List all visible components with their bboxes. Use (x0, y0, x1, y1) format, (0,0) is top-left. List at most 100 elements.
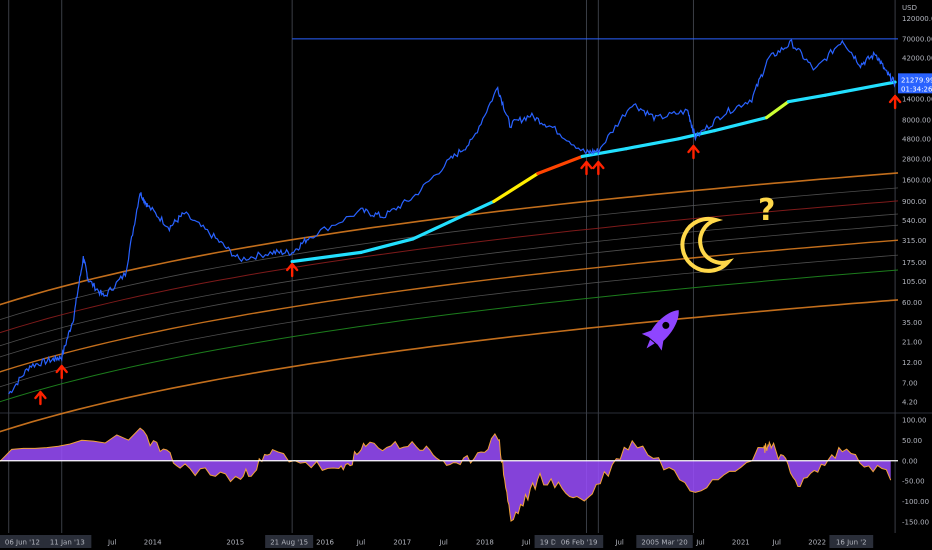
time-label-bg (265, 535, 314, 548)
time-axis: 06 Jun '12 11 Jan '13 Jul 2014 2015 21 Aug '1… (0, 533, 932, 550)
buy-arrow (285, 262, 299, 278)
band-grey (0, 187, 899, 321)
band-green (0, 269, 899, 403)
time-label: 21 Aug '15 (270, 539, 308, 547)
level-tag: 70000.00 (902, 35, 932, 43)
time-label: 2021 (732, 539, 750, 547)
ma-segment (823, 80, 897, 97)
price-tick: 4800.00 (902, 135, 931, 143)
price-tick: 120000.00 (902, 15, 932, 23)
ma-segment (290, 250, 363, 264)
time-label-bg (0, 535, 47, 548)
ma-segment (580, 147, 628, 159)
price-tick: 42000.00 (902, 54, 932, 62)
price-tick: 21.00 (902, 338, 922, 346)
price-tick: 175.00 (902, 259, 927, 267)
ma-segment (624, 137, 680, 151)
ma-segment (786, 93, 827, 104)
time-label-bg (555, 535, 604, 548)
band-mid (0, 239, 899, 373)
time-axis-bg (0, 533, 932, 550)
time-label-bg (43, 535, 92, 548)
band-red (0, 200, 899, 334)
buy-signal-arrows (34, 94, 902, 406)
buy-arrow (55, 364, 68, 380)
band-top (0, 172, 899, 306)
oscillator-tick: 50.00 (902, 437, 922, 445)
time-label: 06 Jun '12 (5, 539, 40, 547)
price-tick: 315.00 (902, 237, 927, 245)
level-tag-bg (898, 32, 932, 45)
oscillator-tick: -100.00 (902, 498, 929, 506)
last-price-timer: 01:34:26 (901, 85, 932, 93)
price-tick: 540.00 (902, 217, 927, 225)
price-tick: 8000.00 (902, 116, 931, 124)
band-bottom (0, 299, 899, 433)
time-label-bg (829, 535, 874, 548)
ma-segment (713, 115, 769, 133)
buy-arrow (34, 390, 47, 406)
time-label: Jul (521, 539, 531, 547)
time-label: 2016 (316, 539, 334, 547)
oscillator-tick: 100.00 (902, 417, 927, 425)
last-price-tag (898, 73, 932, 94)
time-label: 2014 (144, 539, 162, 547)
time-label: Jul (614, 539, 624, 547)
time-label: 2017 (393, 539, 411, 547)
price-line (8, 38, 896, 395)
oscillator-line (0, 427, 892, 522)
price-tick: 14000.00 (902, 95, 932, 103)
time-label: 11 Jan '13 (50, 539, 85, 547)
time-label: Jul (438, 539, 448, 547)
price-series (8, 38, 896, 395)
band-grey (0, 224, 899, 358)
price-axis: USD 120000.00 70000.00 42000.00 14000.00 8000… (898, 4, 932, 406)
ma-segment (359, 237, 415, 254)
oscillator-tick: -50.00 (902, 478, 925, 486)
time-label: Jul (356, 539, 366, 547)
ma-segment (536, 154, 584, 176)
price-tick: 4.20 (902, 398, 918, 406)
band-grey (0, 254, 899, 388)
buy-arrow (580, 160, 593, 176)
buy-arrow (888, 94, 902, 110)
price-tick: 2800.00 (902, 156, 931, 164)
ma-segment (447, 199, 496, 224)
oscillator-fill (0, 428, 891, 522)
time-label: Jul (772, 539, 782, 547)
ma-segment (411, 220, 452, 241)
band-grey (0, 213, 899, 347)
oscillator-tick: -150.00 (902, 518, 929, 526)
oscillator-axis: 100.00 50.00 0.00 -50.00 -100.00 -150.00 (902, 417, 929, 527)
band-lines (0, 172, 899, 433)
last-price-value: 21279.99 (901, 76, 932, 84)
decorations: ? (641, 193, 775, 351)
price-tick: 12.00 (902, 359, 922, 367)
moving-average-line (290, 80, 897, 264)
currency-label: USD (902, 4, 917, 12)
time-label: 2018 (476, 539, 494, 547)
price-tick: 35.00 (902, 319, 922, 327)
price-tick: 1600.00 (902, 176, 931, 184)
ma-segment (492, 171, 540, 204)
time-label: 2015 (226, 539, 244, 547)
time-label: 16 Jun '2 (836, 539, 867, 547)
rocket-icon (641, 310, 679, 351)
time-label: Jul (695, 539, 705, 547)
time-label: 2005 Mar '20 (641, 539, 687, 547)
question-mark: ? (758, 193, 775, 228)
buy-arrow (592, 160, 605, 176)
time-label: 2022 (808, 539, 826, 547)
oscillator-pane (0, 427, 898, 522)
price-tick: 60.00 (902, 299, 922, 307)
price-tick: 105.00 (902, 278, 927, 286)
ma-segment (764, 100, 790, 120)
price-tick: 900.00 (902, 198, 927, 206)
moon-icon (680, 216, 734, 273)
price-tick: 7.00 (902, 379, 918, 387)
buy-arrow (687, 144, 700, 160)
time-label-bg (636, 535, 693, 548)
time-label: Jul (107, 539, 117, 547)
oscillator-tick: 0.00 (902, 457, 918, 465)
